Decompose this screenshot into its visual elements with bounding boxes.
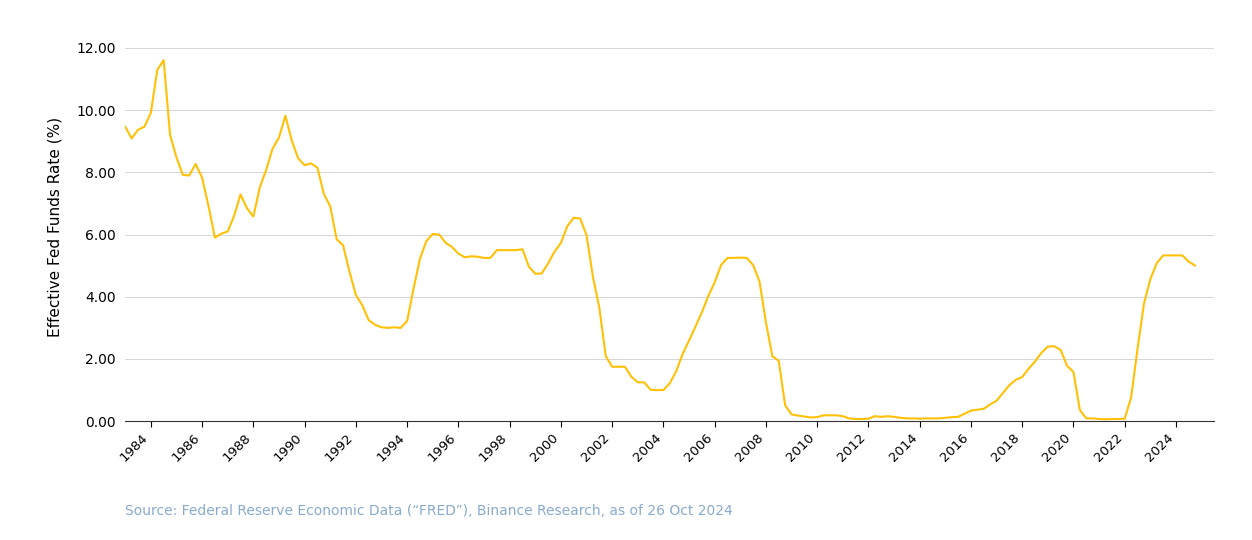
Y-axis label: Effective Fed Funds Rate (%): Effective Fed Funds Rate (%) bbox=[48, 117, 63, 337]
Text: Source: Federal Reserve Economic Data (“FRED”), Binance Research, as of 26 Oct 2: Source: Federal Reserve Economic Data (“… bbox=[125, 504, 732, 518]
